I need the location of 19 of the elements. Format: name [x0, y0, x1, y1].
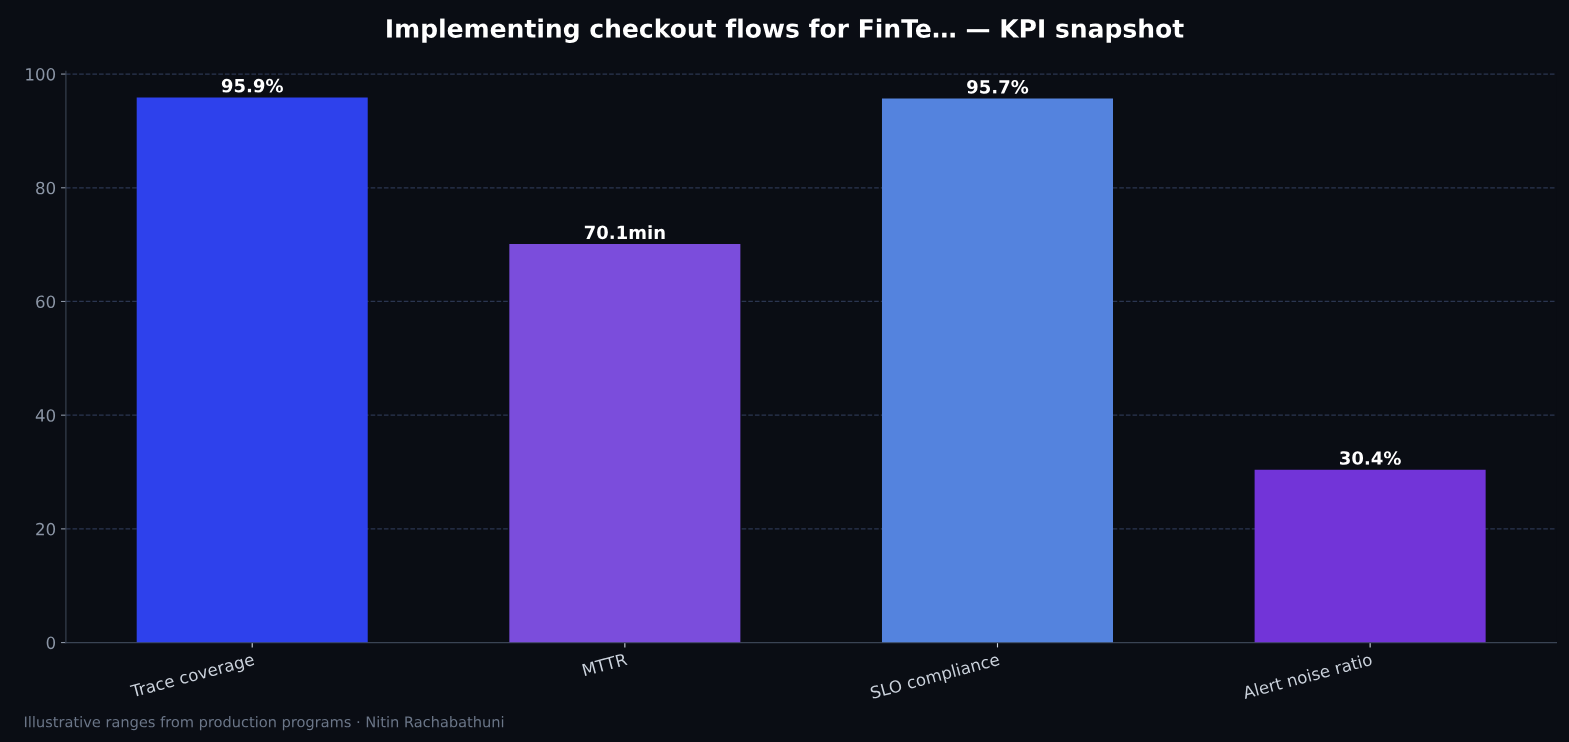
bar: [136, 97, 368, 643]
x-tick-label: Alert noise ratio: [1241, 652, 1373, 700]
y-tick-label: 0: [46, 636, 56, 650]
text: Illustrative ranges from production programs · Nitin Rachabathuni: [24, 716, 504, 731]
chart-title: Implementing checkout flows for FinTe… — KPI snapshot: [387, 18, 1184, 43]
data-label: 30.4%: [1340, 451, 1401, 465]
bar: [881, 98, 1114, 643]
data-label: 70.1min: [584, 225, 665, 240]
y-tick-label: 80: [36, 181, 56, 195]
data-label: 95.9%: [221, 78, 283, 93]
bar: [509, 244, 741, 643]
x-tick-label: Trace coverage: [129, 653, 256, 701]
data-label: 95.7%: [967, 79, 1029, 94]
y-tick-label: 40: [35, 409, 56, 422]
y-tick-label: 100: [26, 68, 56, 81]
y-tick-label: 20: [36, 522, 56, 536]
x-tick-label: MTTR: [582, 652, 628, 677]
bar: [1254, 469, 1486, 643]
y-tick-label: 60: [36, 295, 56, 309]
